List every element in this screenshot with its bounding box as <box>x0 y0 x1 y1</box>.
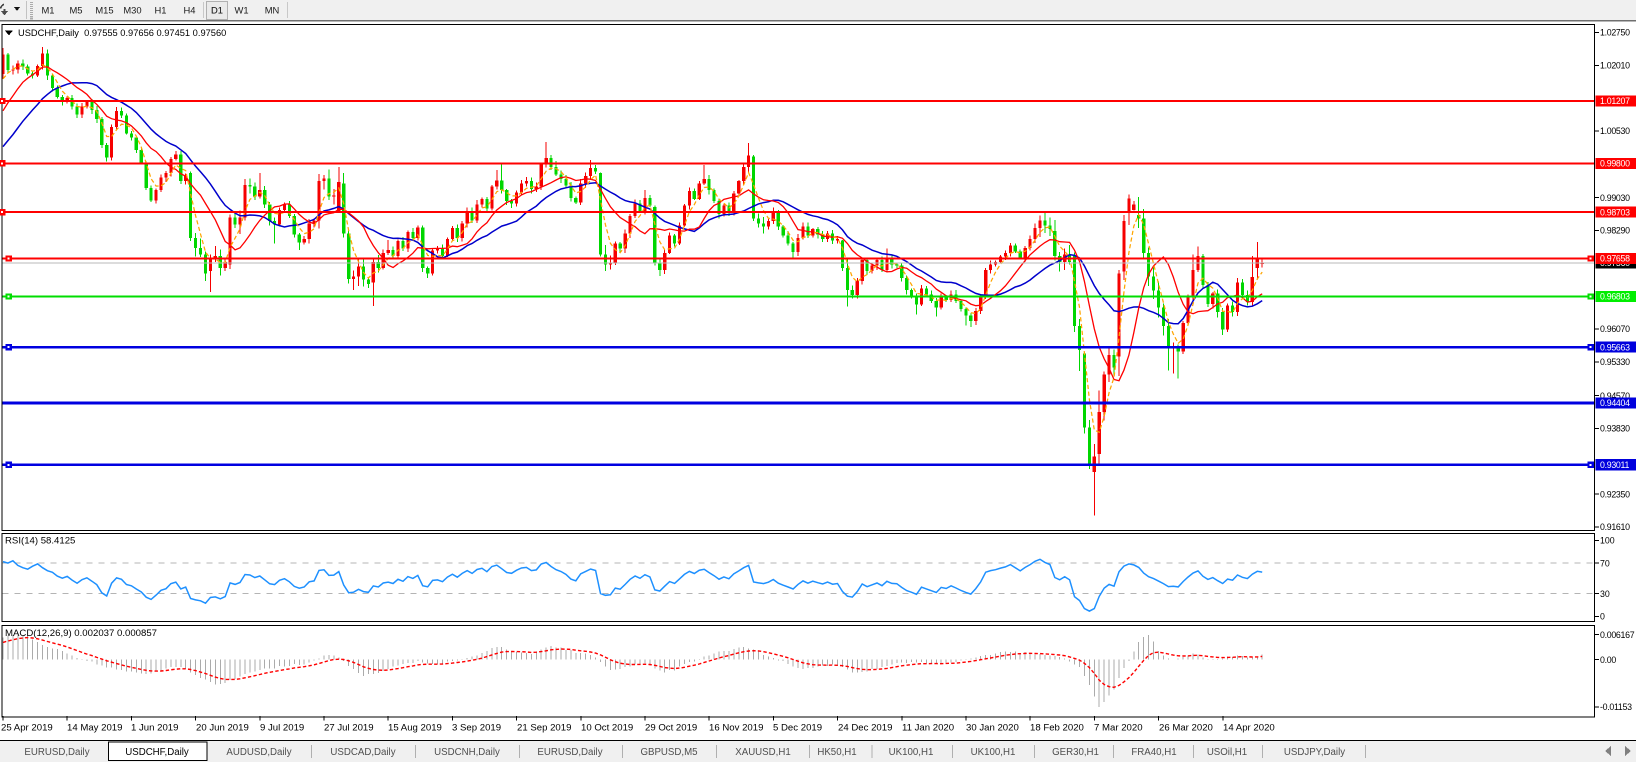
svg-text:0.94404: 0.94404 <box>1600 398 1630 408</box>
svg-text:UK100,H1: UK100,H1 <box>889 747 934 758</box>
svg-text:W1: W1 <box>234 5 248 16</box>
svg-text:D1: D1 <box>211 5 223 16</box>
svg-text:H4: H4 <box>184 5 196 16</box>
svg-text:25 Apr 2019: 25 Apr 2019 <box>1 723 53 734</box>
svg-text:M15: M15 <box>95 5 113 16</box>
svg-text:USOil,H1: USOil,H1 <box>1207 747 1247 758</box>
svg-text:1.01207: 1.01207 <box>1600 96 1630 106</box>
svg-text:0.93830: 0.93830 <box>1600 424 1630 434</box>
svg-text:USDJPY,Daily: USDJPY,Daily <box>1284 747 1345 758</box>
svg-text:USDCNH,Daily: USDCNH,Daily <box>434 747 500 758</box>
svg-text:30 Jan 2020: 30 Jan 2020 <box>966 723 1019 734</box>
svg-text:MN: MN <box>265 5 280 16</box>
svg-text:0.94570: 0.94570 <box>1600 391 1630 401</box>
svg-text:1.02750: 1.02750 <box>1600 28 1630 38</box>
svg-text:24 Dec 2019: 24 Dec 2019 <box>838 723 892 734</box>
svg-text:UK100,H1: UK100,H1 <box>971 747 1016 758</box>
svg-text:14 May 2019: 14 May 2019 <box>67 723 122 734</box>
svg-text:20 Jun 2019: 20 Jun 2019 <box>196 723 249 734</box>
svg-text:MACD(12,26,9) 0.002037 0.00085: MACD(12,26,9) 0.002037 0.000857 <box>5 628 157 639</box>
svg-text:0.91610: 0.91610 <box>1600 522 1630 532</box>
svg-text:0.98703: 0.98703 <box>1600 207 1630 217</box>
svg-text:H1: H1 <box>155 5 167 16</box>
svg-text:27 Jul 2019: 27 Jul 2019 <box>324 723 374 734</box>
svg-text:HK50,H1: HK50,H1 <box>817 747 856 758</box>
svg-text:0.97658: 0.97658 <box>1600 254 1630 264</box>
svg-text:0.95330: 0.95330 <box>1600 357 1630 367</box>
svg-text:0.92350: 0.92350 <box>1600 489 1630 499</box>
svg-text:0.93011: 0.93011 <box>1600 460 1629 470</box>
svg-text:0.95663: 0.95663 <box>1600 342 1630 352</box>
svg-text:XAUUSD,H1: XAUUSD,H1 <box>735 747 790 758</box>
svg-text:0.00: 0.00 <box>1600 655 1616 665</box>
svg-text:0.96803: 0.96803 <box>1600 292 1630 302</box>
svg-text:USDCHF,Daily: USDCHF,Daily <box>125 747 189 758</box>
svg-text:0.96070: 0.96070 <box>1600 324 1630 334</box>
svg-text:9 Jul 2019: 9 Jul 2019 <box>260 723 304 734</box>
svg-text:USDCHF,Daily 0.97555 0.97656: USDCHF,Daily 0.97555 0.97656 0.97451 0.9… <box>18 28 226 38</box>
svg-text:FRA40,H1: FRA40,H1 <box>1131 747 1176 758</box>
svg-text:-0.01153: -0.01153 <box>1600 702 1632 712</box>
svg-text:29 Oct 2019: 29 Oct 2019 <box>645 723 697 734</box>
svg-text:15 Aug 2019: 15 Aug 2019 <box>388 723 442 734</box>
svg-text:0: 0 <box>1600 612 1605 622</box>
svg-text:AUDUSD,Daily: AUDUSD,Daily <box>226 747 291 758</box>
svg-text:1 Jun 2019: 1 Jun 2019 <box>131 723 178 734</box>
svg-text:RSI(14) 58.4125: RSI(14) 58.4125 <box>5 536 75 547</box>
svg-text:16 Nov 2019: 16 Nov 2019 <box>709 723 763 734</box>
svg-text:5 Dec 2019: 5 Dec 2019 <box>773 723 822 734</box>
svg-text:USDCAD,Daily: USDCAD,Daily <box>330 747 395 758</box>
svg-text:14 Apr 2020: 14 Apr 2020 <box>1223 723 1275 734</box>
svg-text:M30: M30 <box>123 5 141 16</box>
svg-text:100: 100 <box>1600 536 1615 546</box>
svg-text:EURUSD,Daily: EURUSD,Daily <box>24 747 89 758</box>
svg-text:0.99030: 0.99030 <box>1600 193 1630 203</box>
svg-text:EURUSD,Daily: EURUSD,Daily <box>537 747 602 758</box>
svg-text:7 Mar 2020: 7 Mar 2020 <box>1094 723 1143 734</box>
svg-text:21 Sep 2019: 21 Sep 2019 <box>517 723 571 734</box>
svg-text:30: 30 <box>1600 589 1610 599</box>
svg-text:GER30,H1: GER30,H1 <box>1052 747 1099 758</box>
svg-text:18 Feb 2020: 18 Feb 2020 <box>1030 723 1084 734</box>
svg-text:70: 70 <box>1600 558 1610 568</box>
svg-text:0.99800: 0.99800 <box>1600 159 1630 169</box>
svg-text:3 Sep 2019: 3 Sep 2019 <box>452 723 501 734</box>
svg-text:1.00530: 1.00530 <box>1600 126 1630 136</box>
svg-text:0.98290: 0.98290 <box>1600 226 1630 236</box>
svg-text:1.02010: 1.02010 <box>1600 61 1630 71</box>
svg-text:GBPUSD,M5: GBPUSD,M5 <box>640 747 697 758</box>
svg-text:11 Jan 2020: 11 Jan 2020 <box>902 723 954 734</box>
svg-text:0.006167: 0.006167 <box>1600 630 1635 640</box>
svg-text:10 Oct 2019: 10 Oct 2019 <box>581 723 633 734</box>
svg-text:M1: M1 <box>41 5 54 16</box>
svg-text:26 Mar 2020: 26 Mar 2020 <box>1159 723 1213 734</box>
svg-text:M5: M5 <box>69 5 82 16</box>
